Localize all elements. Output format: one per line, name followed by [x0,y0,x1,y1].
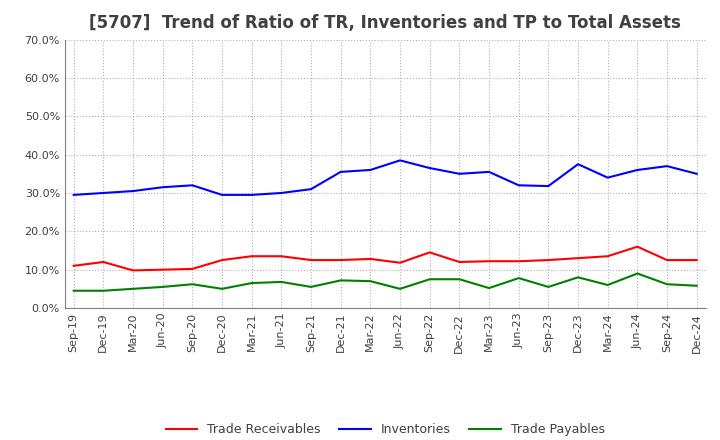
Trade Receivables [277,253,286,259]
Trade Receivables [248,253,256,259]
Inventories [129,188,138,194]
Trade Receivables [129,268,138,273]
Trade Payables [485,286,493,291]
Trade Payables [455,277,464,282]
Trade Payables [158,284,167,290]
Trade Payables [69,288,78,293]
Trade Payables [396,286,405,291]
Inventories [544,183,553,189]
Trade Receivables [188,266,197,271]
Trade Receivables [633,244,642,249]
Trade Payables [693,283,701,288]
Inventories [426,165,434,171]
Trade Receivables [485,259,493,264]
Inventories [366,167,374,172]
Trade Payables [574,275,582,280]
Trade Payables [633,271,642,276]
Inventories [188,183,197,188]
Trade Payables [188,282,197,287]
Line: Trade Payables: Trade Payables [73,274,697,291]
Trade Payables [248,280,256,286]
Inventories [307,187,315,192]
Trade Payables [277,279,286,285]
Trade Payables [307,284,315,290]
Trade Receivables [426,250,434,255]
Trade Receivables [99,259,108,264]
Trade Payables [603,282,612,288]
Trade Payables [336,278,345,283]
Trade Payables [426,277,434,282]
Inventories [633,167,642,172]
Inventories [455,171,464,176]
Inventories [336,169,345,175]
Inventories [217,192,226,198]
Title: [5707]  Trend of Ratio of TR, Inventories and TP to Total Assets: [5707] Trend of Ratio of TR, Inventories… [89,15,681,33]
Trade Payables [129,286,138,291]
Trade Payables [514,275,523,281]
Inventories [69,192,78,198]
Trade Receivables [544,257,553,263]
Inventories [485,169,493,175]
Inventories [248,192,256,198]
Inventories [396,158,405,163]
Trade Payables [662,282,671,287]
Inventories [99,191,108,196]
Trade Receivables [514,259,523,264]
Trade Receivables [603,253,612,259]
Trade Receivables [662,257,671,263]
Inventories [603,175,612,180]
Trade Receivables [158,267,167,272]
Trade Receivables [455,259,464,264]
Trade Receivables [366,256,374,261]
Inventories [277,191,286,196]
Trade Receivables [693,257,701,263]
Inventories [574,161,582,167]
Line: Inventories: Inventories [73,160,697,195]
Trade Payables [217,286,226,291]
Trade Payables [544,284,553,290]
Inventories [662,164,671,169]
Trade Payables [99,288,108,293]
Trade Receivables [69,263,78,268]
Inventories [514,183,523,188]
Line: Trade Receivables: Trade Receivables [73,247,697,271]
Trade Receivables [336,257,345,263]
Trade Receivables [396,260,405,265]
Inventories [158,185,167,190]
Trade Payables [366,279,374,284]
Trade Receivables [217,257,226,263]
Trade Receivables [307,257,315,263]
Legend: Trade Receivables, Inventories, Trade Payables: Trade Receivables, Inventories, Trade Pa… [161,418,610,440]
Trade Receivables [574,256,582,261]
Inventories [693,171,701,176]
